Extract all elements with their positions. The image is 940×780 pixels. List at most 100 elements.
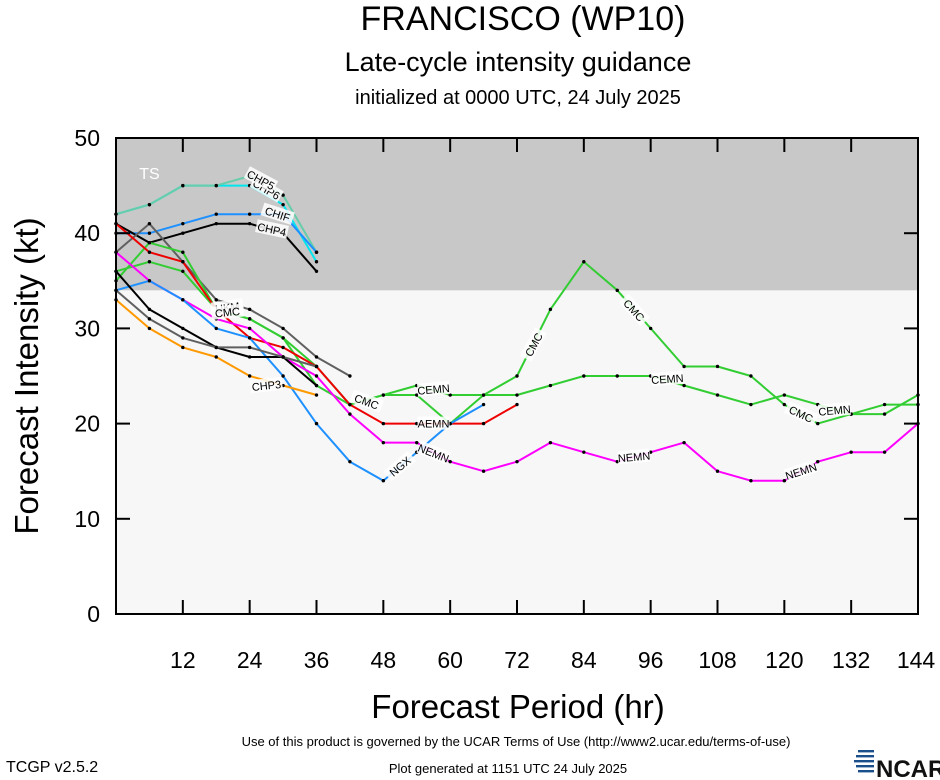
y-tick-label: 40 <box>74 220 100 246</box>
series-label-group: CMC <box>210 303 244 321</box>
series-label-bg <box>520 327 547 362</box>
data-point <box>147 221 152 226</box>
data-point <box>682 383 686 388</box>
data-point <box>147 317 152 321</box>
data-point <box>147 202 152 207</box>
data-point <box>749 374 753 378</box>
series-label: CEMN <box>417 383 450 398</box>
series-label-bg <box>617 448 651 465</box>
series-label-bg <box>243 166 279 193</box>
data-point <box>314 421 319 426</box>
x-tick-label: 60 <box>437 647 463 673</box>
data-point <box>582 450 586 454</box>
series-label-bg <box>650 370 684 387</box>
version-label: TCGP v2.5.2 <box>6 759 98 776</box>
x-tick-label: 48 <box>371 647 397 673</box>
data-point <box>181 250 185 254</box>
data-point <box>582 260 586 264</box>
data-point <box>181 336 185 340</box>
data-point <box>214 355 218 359</box>
ncar-logo-mark <box>854 750 874 773</box>
data-point <box>147 326 152 331</box>
data-point <box>281 336 285 340</box>
series-label-bg <box>383 450 417 482</box>
x-tick-label: 12 <box>170 647 196 673</box>
data-point <box>214 298 218 302</box>
series-label-bg <box>255 219 290 239</box>
ncar-logo-text: NCAR <box>876 756 940 780</box>
data-point <box>247 307 252 312</box>
data-point <box>749 479 753 483</box>
data-point <box>715 393 720 397</box>
data-point <box>247 212 252 216</box>
data-point <box>247 317 252 321</box>
data-point <box>381 479 386 483</box>
x-tick-label: 108 <box>698 647 736 673</box>
series-label: AEMN <box>418 419 450 431</box>
series-label: NEMN <box>617 451 650 466</box>
data-point <box>181 183 185 188</box>
data-point <box>147 231 152 235</box>
data-point <box>281 355 285 359</box>
x-tick-label: 144 <box>897 647 936 673</box>
series-label-group: CHP4 <box>255 219 290 239</box>
data-point <box>415 440 419 445</box>
data-point <box>782 402 787 407</box>
x-tick-label: 36 <box>304 647 330 673</box>
data-point <box>314 364 319 369</box>
data-point <box>247 374 252 378</box>
data-point <box>214 326 218 331</box>
data-point <box>682 364 686 369</box>
y-tick-label: 20 <box>74 411 100 437</box>
y-tick-label: 30 <box>74 315 100 341</box>
chart-subtitle: Late-cycle intensity guidance <box>345 47 692 77</box>
series-label-bg <box>249 376 283 394</box>
terms-notice: Use of this product is governed by the U… <box>242 734 791 749</box>
data-point <box>314 269 319 273</box>
generated-time: Plot generated at 1151 UTC 24 July 2025 <box>389 761 627 776</box>
data-point <box>281 193 285 197</box>
x-tick-label: 84 <box>571 647 597 673</box>
series-label-group: CHP3 <box>249 376 283 394</box>
series-label-bg <box>618 293 650 327</box>
data-point <box>481 421 486 426</box>
x-tick-label: 120 <box>765 647 803 673</box>
data-point <box>816 459 820 464</box>
data-point <box>381 393 386 397</box>
ts-band-label: TS <box>139 166 159 183</box>
x-tick-label: 132 <box>832 647 870 673</box>
x-axis-label: Forecast Period (hr) <box>371 688 664 725</box>
series-label-bg <box>416 440 451 465</box>
data-point <box>314 260 319 264</box>
data-point <box>147 279 152 283</box>
series-label-bg <box>817 401 851 418</box>
series-label-bg <box>416 380 450 397</box>
series-label-bg <box>783 400 819 427</box>
series-label-group: CEMN <box>817 401 851 419</box>
data-point <box>782 479 787 483</box>
data-point <box>314 393 319 397</box>
series-label-bg <box>260 202 295 225</box>
series-label: CMC <box>214 306 240 321</box>
series-label: CEMN <box>651 373 684 387</box>
data-point <box>381 421 386 426</box>
series-label: CHP4 <box>256 221 287 239</box>
data-point <box>281 345 285 350</box>
series-layer <box>114 174 920 483</box>
data-point <box>615 459 619 464</box>
series-label-bg <box>417 416 450 430</box>
y-tick-label: 0 <box>87 601 100 627</box>
data-point <box>281 326 285 331</box>
data-point <box>648 450 653 454</box>
data-point <box>782 393 787 397</box>
data-point <box>882 402 887 407</box>
data-point <box>481 469 486 473</box>
data-point <box>749 402 753 407</box>
data-point <box>348 402 352 407</box>
series-label: CEMN <box>818 404 851 419</box>
data-point <box>816 421 820 426</box>
data-point <box>381 440 386 445</box>
data-point <box>214 212 218 216</box>
data-point <box>247 355 252 359</box>
